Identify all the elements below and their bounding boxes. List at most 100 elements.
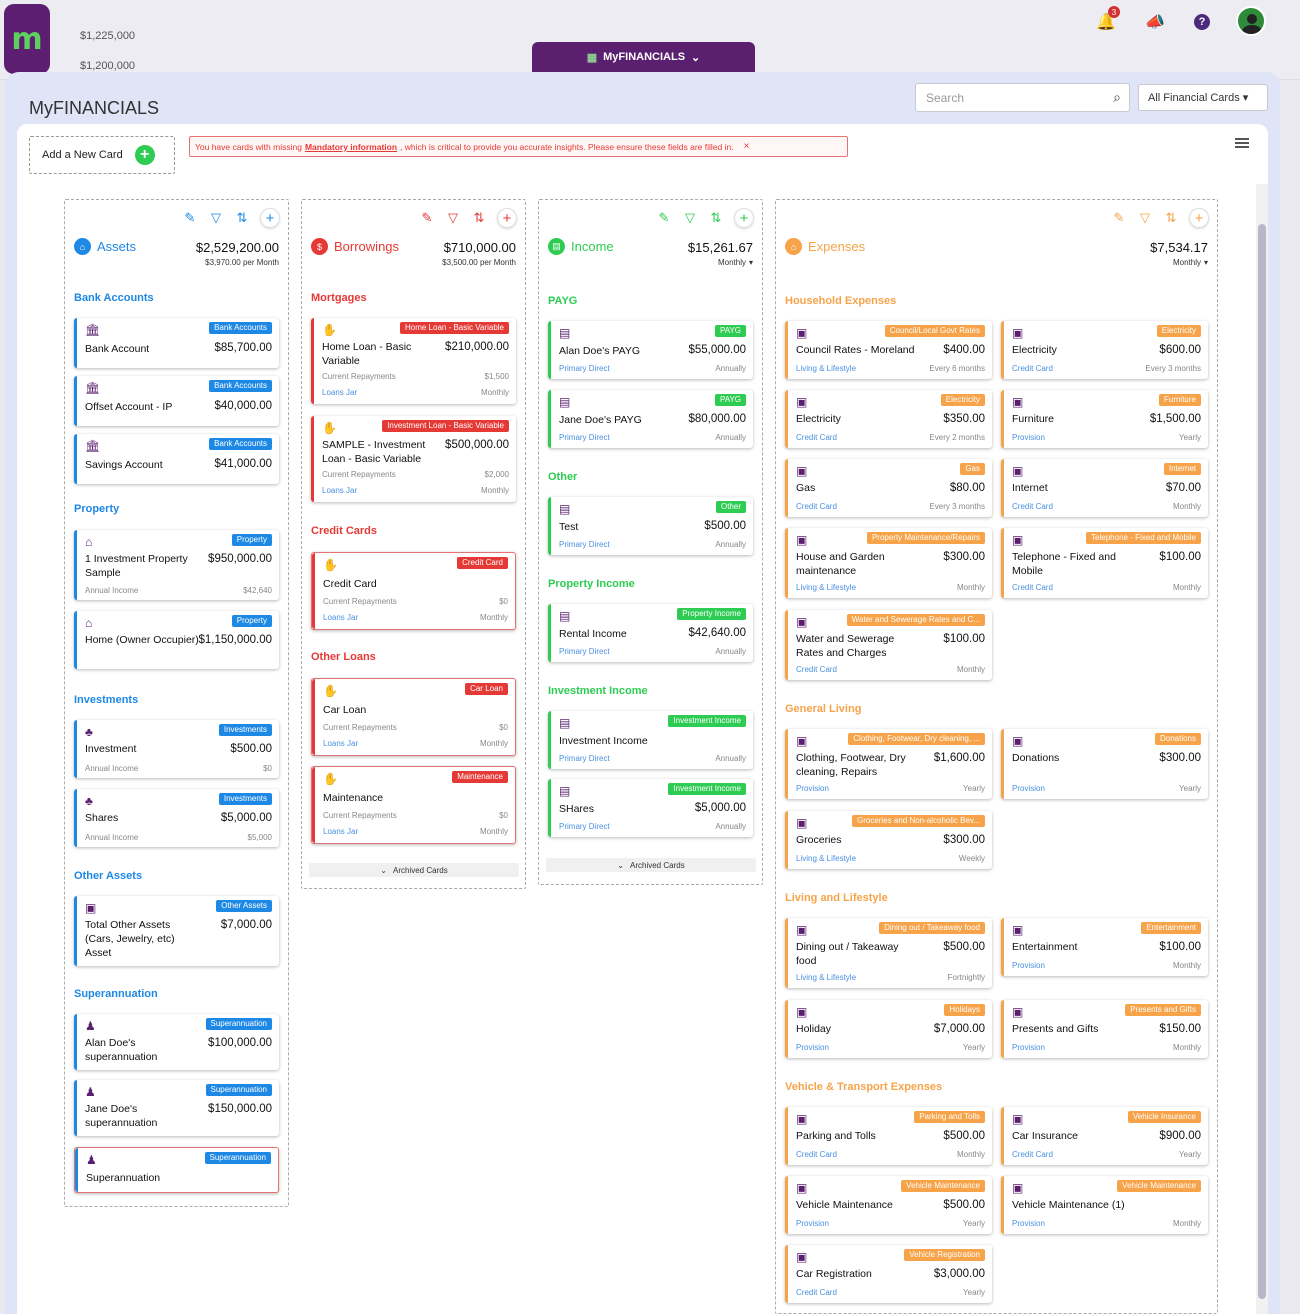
app-logo[interactable]: m (4, 4, 50, 74)
card-funding-source[interactable]: Credit Card (796, 1288, 837, 1297)
user-avatar[interactable] (1236, 6, 1266, 36)
notification-bell-icon[interactable]: 🔔 3 (1094, 6, 1120, 34)
financial-card[interactable]: ▤ Investment Income SHares $5,000.00 Primary… (548, 779, 753, 837)
add-icon[interactable]: + (497, 208, 517, 228)
financial-card[interactable]: ▣ Holidays Holiday $7,000.00 Provision Yearly (785, 1000, 992, 1058)
card-funding-source[interactable]: Primary Direct (559, 433, 610, 442)
financial-card[interactable]: ▣ Dining out / Takeaway food Dining out / … (785, 918, 992, 988)
card-funding-source[interactable]: Provision (1012, 1219, 1045, 1228)
financial-card[interactable]: ▤ Investment Income Investment Income Prima… (548, 711, 753, 769)
edit-icon[interactable]: ✎ (658, 210, 670, 225)
financial-card[interactable]: ✋ Home Loan - Basic Variable Home Loan - B… (311, 318, 516, 404)
sort-icon[interactable]: ⇅ (236, 210, 248, 225)
card-funding-source[interactable]: Provision (1012, 433, 1045, 442)
card-filter-select[interactable]: All Financial Cards ▾ (1138, 84, 1268, 111)
archived-cards-toggle[interactable]: ⌄ Archived Cards (309, 863, 519, 877)
financial-card[interactable]: ⌂ Property Home (Owner Occupier) $1,150,000… (74, 611, 279, 669)
scrollbar-thumb[interactable] (1258, 224, 1266, 1299)
card-funding-source[interactable]: Loans Jar (323, 827, 359, 836)
financial-card[interactable]: ▣ Parking and Tolls Parking and Tolls $500.… (785, 1107, 992, 1165)
archived-cards-toggle[interactable]: ⌄ Archived Cards (546, 858, 756, 872)
financial-card[interactable]: ✋ Car Loan Car Loan Current Repayments $0 Loa… (311, 678, 516, 756)
card-funding-source[interactable]: Credit Card (796, 433, 837, 442)
filter-icon[interactable]: ▽ (448, 210, 458, 225)
add-new-card-button[interactable]: Add a New Card + (29, 136, 175, 174)
card-funding-source[interactable]: Provision (1012, 961, 1045, 970)
financial-card[interactable]: ♣ Investments Investment $500.00 Annual Inco… (74, 720, 279, 778)
card-funding-source[interactable]: Credit Card (1012, 364, 1053, 373)
financial-card[interactable]: ▣ Electricity Electricity $600.00 Credit Car… (1001, 321, 1208, 379)
card-funding-source[interactable]: Provision (796, 784, 829, 793)
edit-icon[interactable]: ✎ (421, 210, 433, 225)
card-funding-source[interactable]: Living & Lifestyle (796, 973, 857, 982)
card-funding-source[interactable]: Provision (1012, 1043, 1045, 1052)
add-icon[interactable]: + (260, 208, 280, 228)
financial-card[interactable]: ♟ Superannuation Superannuation (74, 1147, 279, 1193)
financial-card[interactable]: ▣ Property Maintenance/Repairs House and G… (785, 528, 992, 598)
card-funding-source[interactable]: Provision (796, 1043, 829, 1052)
financial-card[interactable]: ▣ Gas Gas $80.00 Credit Card Every 3 months (785, 459, 992, 517)
financial-card[interactable]: ▣ Vehicle Maintenance Vehicle Maintenance $… (785, 1176, 992, 1234)
financial-card[interactable]: ▣ Water and Sewerage Rates and C... Water … (785, 610, 992, 680)
filter-icon[interactable]: ▽ (211, 210, 221, 225)
card-funding-source[interactable]: Primary Direct (559, 822, 610, 831)
megaphone-icon[interactable]: 📣 (1145, 14, 1165, 31)
financial-card[interactable]: ▣ Donations Donations $300.00 Provision Yearl… (1001, 729, 1208, 799)
column-subtotal[interactable]: Monthly ▾ (1173, 258, 1208, 267)
financial-card[interactable]: ▣ Council/Local Govt Rates Council Rates -… (785, 321, 992, 379)
add-icon[interactable]: + (734, 208, 754, 228)
financial-card[interactable]: ♣ Investments Shares $5,000.00 Annual Income… (74, 789, 279, 847)
financial-card[interactable]: ▣ Groceries and Non-alcoholic Bev... Groce… (785, 811, 992, 869)
nav-tab-myfinancials[interactable]: ▦ MyFINANCIALS ⌄ (532, 42, 755, 72)
card-funding-source[interactable]: Credit Card (796, 665, 837, 674)
financial-card[interactable]: ✋ Credit Card Credit Card Current Repayment… (311, 552, 516, 630)
filter-icon[interactable]: ▽ (1140, 210, 1150, 225)
card-funding-source[interactable]: Credit Card (1012, 583, 1053, 592)
column-subtotal[interactable]: Monthly ▾ (718, 258, 753, 267)
financial-card[interactable]: ▣ Furniture Furniture $1,500.00 Provision Yea… (1001, 390, 1208, 448)
card-funding-source[interactable]: Primary Direct (559, 754, 610, 763)
financial-card[interactable]: ▣ Telephone - Fixed and Mobile Telephone -… (1001, 528, 1208, 598)
menu-icon[interactable] (1235, 138, 1249, 148)
financial-card[interactable]: ▣ Vehicle Registration Car Registration $3,… (785, 1245, 992, 1303)
close-alert-icon[interactable]: × (743, 141, 750, 152)
card-funding-source[interactable]: Credit Card (1012, 502, 1053, 511)
card-funding-source[interactable]: Loans Jar (323, 613, 359, 622)
card-funding-source[interactable]: Credit Card (796, 502, 837, 511)
financial-card[interactable]: ♟ Superannuation Jane Doe's superannuation… (74, 1080, 279, 1136)
sort-icon[interactable]: ⇅ (473, 210, 485, 225)
add-icon[interactable]: + (1189, 208, 1209, 228)
financial-card[interactable]: ▣ Internet Internet $70.00 Credit Card Monthl… (1001, 459, 1208, 517)
financial-card[interactable]: ▣ Presents and Gifts Presents and Gifts $15… (1001, 1000, 1208, 1058)
financial-card[interactable]: ✋ Maintenance Maintenance Current Repayment… (311, 766, 516, 844)
financial-card[interactable]: ▣ Vehicle Maintenance Vehicle Maintenance … (1001, 1176, 1208, 1234)
financial-card[interactable]: ✋ Investment Loan - Basic Variable SAMPLE … (311, 416, 516, 502)
financial-card[interactable]: ♟ Superannuation Alan Doe's superannuation… (74, 1014, 279, 1070)
financial-card[interactable]: ▤ Other Test $500.00 Primary Direct Annually (548, 497, 753, 555)
financial-card[interactable]: ▤ PAYG Jane Doe's PAYG $80,000.00 Primary Di… (548, 390, 753, 448)
financial-card[interactable]: ▣ Vehicle Insurance Car Insurance $900.00 Cr… (1001, 1107, 1208, 1165)
card-funding-source[interactable]: Primary Direct (559, 540, 610, 549)
edit-icon[interactable]: ✎ (1113, 210, 1125, 225)
card-funding-source[interactable]: Living & Lifestyle (796, 364, 857, 373)
card-funding-source[interactable]: Provision (796, 1219, 829, 1228)
card-funding-source[interactable]: Provision (1012, 784, 1045, 793)
financial-card[interactable]: 🏛 Bank Accounts Bank Account $85,700.00 (74, 318, 279, 368)
financial-card[interactable]: ▤ PAYG Alan Doe's PAYG $55,000.00 Primary Di… (548, 321, 753, 379)
financial-card[interactable]: 🏛 Bank Accounts Savings Account $41,000.00 (74, 434, 279, 484)
mandatory-info-link[interactable]: Mandatory information (304, 141, 398, 152)
financial-card[interactable]: ▣ Other Assets Total Other Assets (Cars, J… (74, 896, 279, 966)
help-button[interactable]: ? (1190, 10, 1214, 34)
sort-icon[interactable]: ⇅ (710, 210, 722, 225)
card-funding-source[interactable]: Loans Jar (322, 388, 358, 397)
card-funding-source[interactable]: Loans Jar (322, 486, 358, 495)
financial-card[interactable]: ▣ Electricity Electricity $350.00 Credit Car… (785, 390, 992, 448)
card-funding-source[interactable]: Credit Card (796, 1150, 837, 1159)
scrollbar[interactable] (1256, 184, 1268, 1314)
financial-card[interactable]: ▣ Entertainment Entertainment $100.00 Provis… (1001, 918, 1208, 976)
filter-icon[interactable]: ▽ (685, 210, 695, 225)
card-funding-source[interactable]: Loans Jar (323, 739, 359, 748)
financial-card[interactable]: 🏛 Bank Accounts Offset Account - IP $40,000… (74, 376, 279, 426)
card-funding-source[interactable]: Primary Direct (559, 364, 610, 373)
financial-card[interactable]: ▣ Clothing, Footwear, Dry cleaning, ... Cl… (785, 729, 992, 799)
